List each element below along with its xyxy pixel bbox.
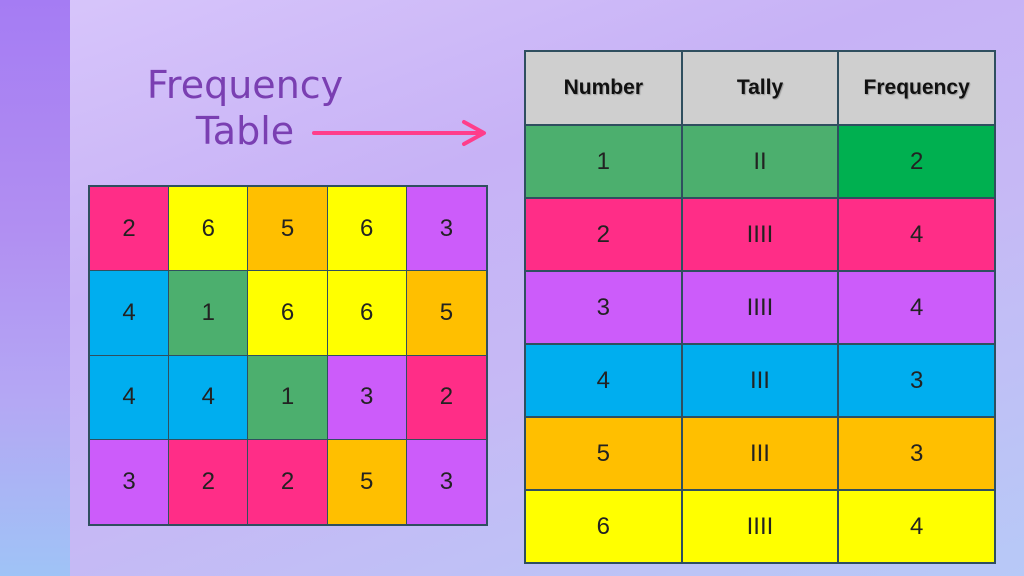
table-row: 4 III 3 <box>524 343 996 418</box>
header-number: Number <box>524 50 683 126</box>
table-row: 3 IIII 4 <box>524 270 996 345</box>
header-frequency: Frequency <box>837 50 996 126</box>
table-row: 5 III 3 <box>524 416 996 491</box>
grid-cell: 3 <box>90 439 170 524</box>
tally-cell: IIII <box>680 270 840 345</box>
number-cell: 5 <box>524 416 683 491</box>
frequency-cell: 4 <box>837 197 996 272</box>
tally-cell: III <box>680 343 840 418</box>
grid-cell: 5 <box>248 187 328 272</box>
grid-cell: 4 <box>169 355 249 440</box>
grid-cell: 6 <box>327 271 407 356</box>
tally-cell: II <box>680 124 840 199</box>
table-row: 1 II 2 <box>524 124 996 199</box>
frequency-cell: 2 <box>837 124 996 199</box>
header-tally: Tally <box>680 50 840 126</box>
table-header-row: Number Tally Frequency <box>524 50 996 126</box>
table-row: 2 IIII 4 <box>524 197 996 272</box>
grid-cell: 6 <box>327 187 407 272</box>
grid-cell: 1 <box>169 271 249 356</box>
grid-cell: 6 <box>169 187 249 272</box>
grid-cell: 2 <box>90 187 170 272</box>
number-cell: 4 <box>524 343 683 418</box>
frequency-cell: 4 <box>837 489 996 564</box>
number-cell: 1 <box>524 124 683 199</box>
number-cell: 2 <box>524 197 683 272</box>
number-cell: 3 <box>524 270 683 345</box>
frequency-cell: 3 <box>837 416 996 491</box>
grid-cell: 2 <box>169 439 249 524</box>
grid-cell: 4 <box>90 355 170 440</box>
number-cell: 6 <box>524 489 683 564</box>
grid-cell: 1 <box>248 355 328 440</box>
tally-cell: IIII <box>680 197 840 272</box>
grid-cell: 6 <box>248 271 328 356</box>
tally-cell: III <box>680 416 840 491</box>
table-row: 6 IIII 4 <box>524 489 996 564</box>
grid-cell: 5 <box>406 271 486 356</box>
frequency-cell: 3 <box>837 343 996 418</box>
grid-cell: 4 <box>90 271 170 356</box>
grid-cell: 2 <box>406 355 486 440</box>
title-line-2: Table <box>195 109 295 153</box>
grid-cell: 2 <box>248 439 328 524</box>
grid-cell: 3 <box>327 355 407 440</box>
right-arrow-icon <box>312 120 486 146</box>
page-title: Frequency Table <box>140 62 350 154</box>
side-accent-strip <box>0 0 70 576</box>
frequency-cell: 4 <box>837 270 996 345</box>
grid-cell: 3 <box>406 187 486 272</box>
grid-cell: 3 <box>406 439 486 524</box>
frequency-table: Number Tally Frequency 1 II 2 2 IIII 4 3 IIII 4 4… <box>524 50 996 564</box>
tally-cell: IIII <box>680 489 840 564</box>
grid-cell: 5 <box>327 439 407 524</box>
title-line-1: Frequency <box>146 63 344 107</box>
